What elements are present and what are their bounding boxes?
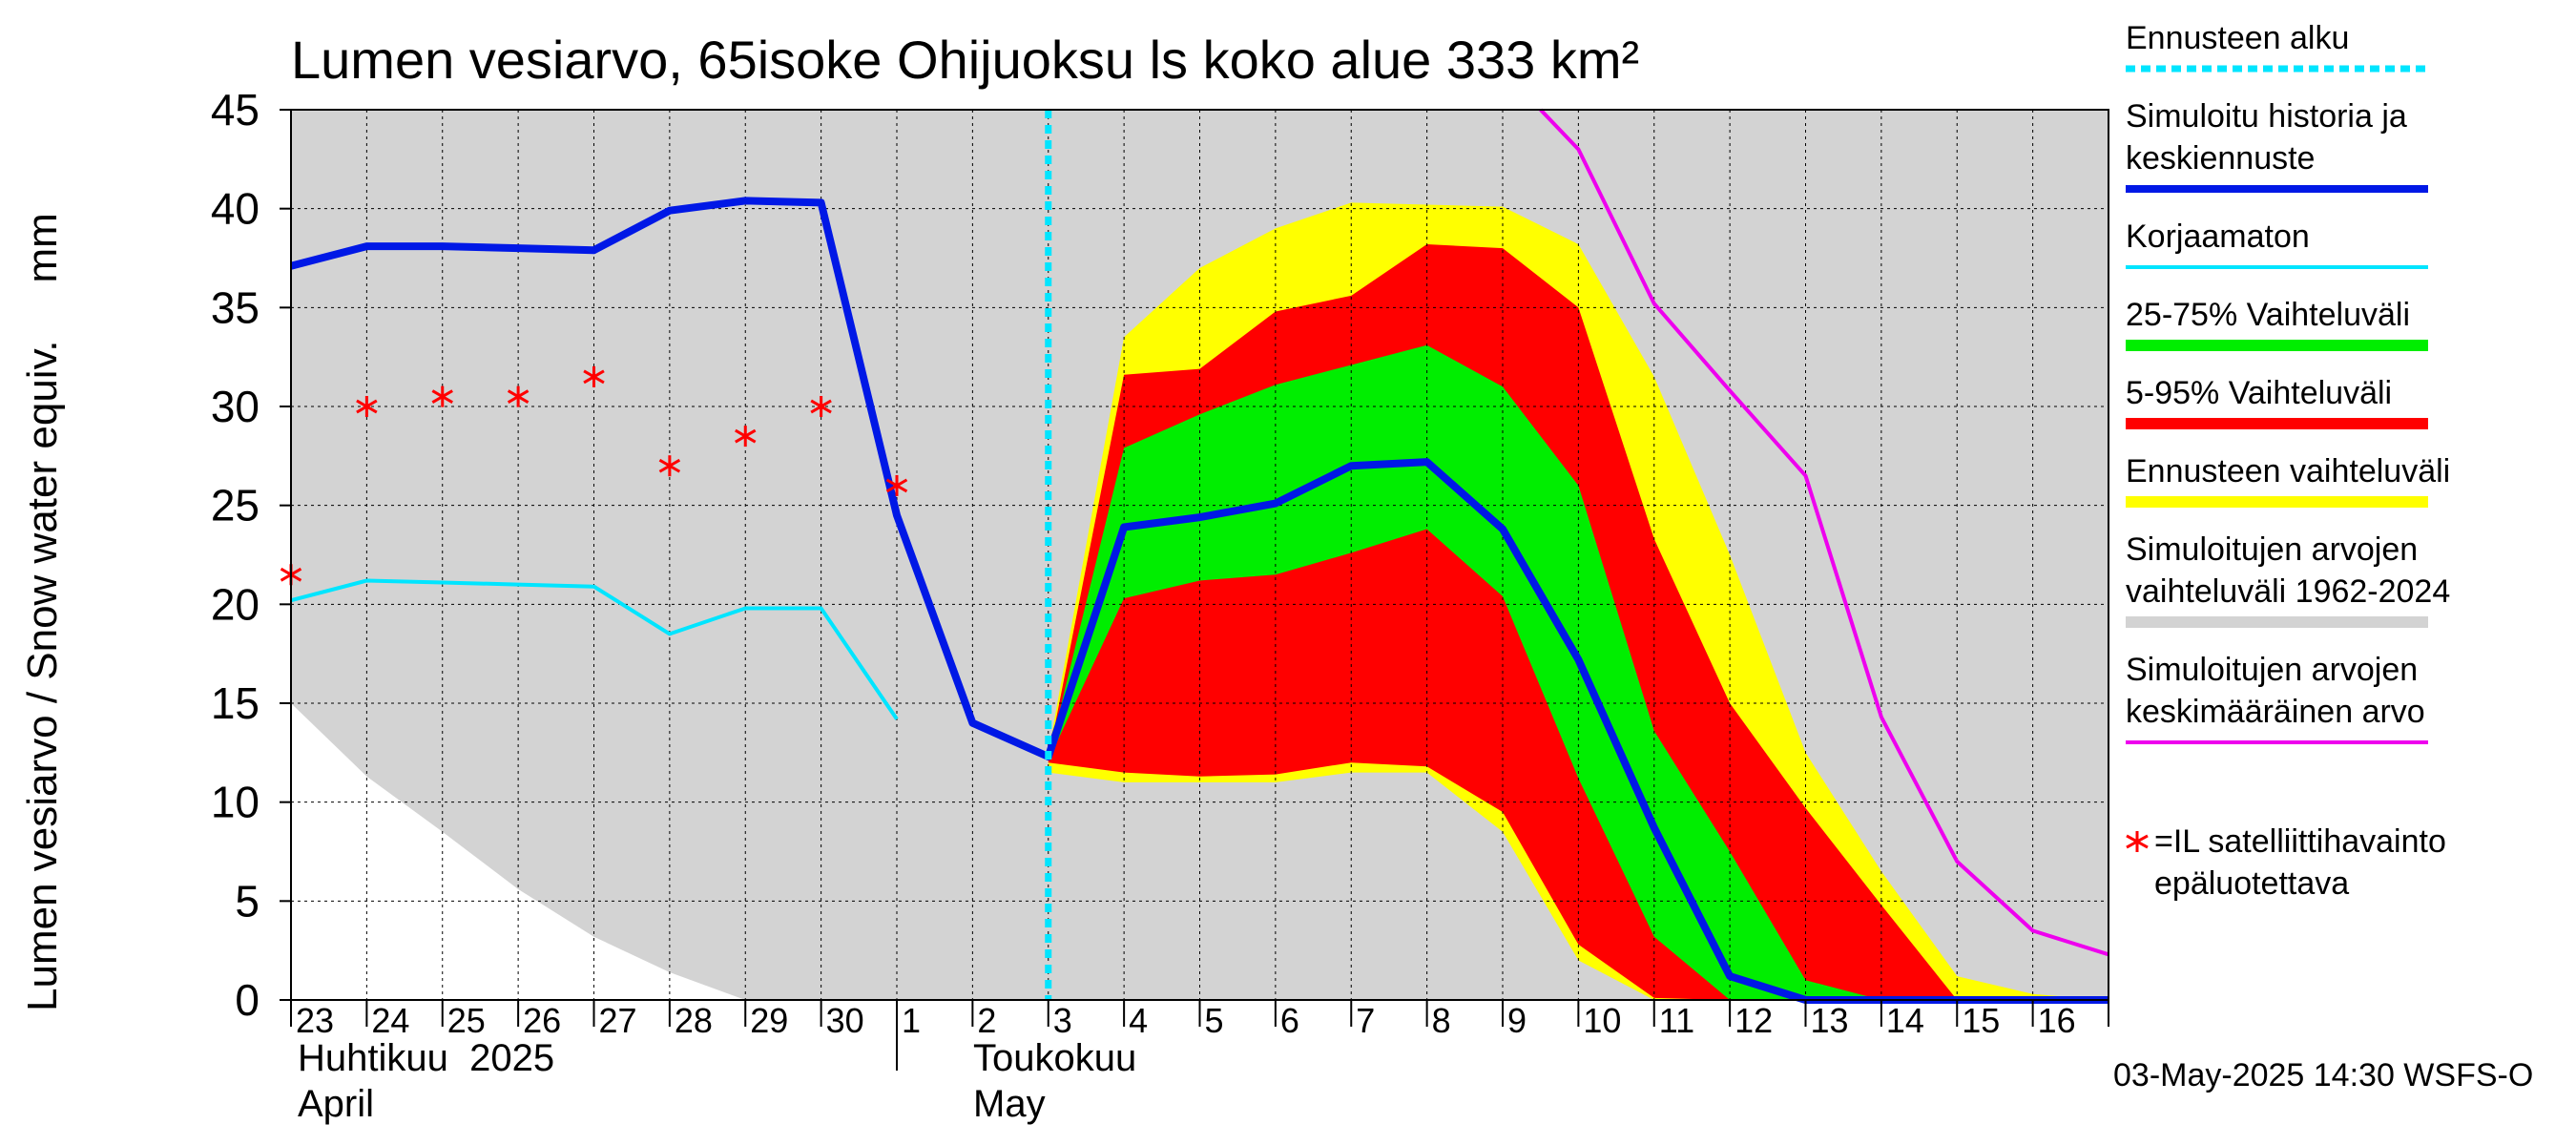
satellite-marker <box>735 426 757 448</box>
y-tick-label: 40 <box>211 184 260 234</box>
y-tick-label: 10 <box>211 778 260 827</box>
y-tick-label: 25 <box>211 481 260 531</box>
legend-label: Ennusteen alku <box>2126 20 2350 56</box>
month-label-may: Toukokuu May <box>973 1035 1136 1127</box>
y-tick-label: 35 <box>211 282 260 332</box>
legend-marker <box>2126 831 2149 852</box>
x-tick-label: 4 <box>1129 1001 1148 1040</box>
y-axis-unit: mm <box>19 213 66 283</box>
month-label-april-fi: Huhtikuu 2025 <box>298 1037 555 1079</box>
x-tick-label: 15 <box>1962 1001 2000 1040</box>
satellite-marker <box>356 396 378 417</box>
satellite-marker <box>885 474 908 496</box>
month-label-may-en: May <box>973 1083 1046 1125</box>
x-tick-label: 6 <box>1280 1001 1299 1040</box>
x-tick-label: 12 <box>1735 1001 1773 1040</box>
chart-title: Lumen vesiarvo, 65isoke Ohijuoksu ls kok… <box>291 30 1640 90</box>
legend-label: Ennusteen vaihteluväli <box>2126 453 2451 489</box>
month-label-may-fi: Toukokuu <box>973 1037 1137 1079</box>
satellite-marker <box>658 455 681 477</box>
legend-label: 5-95% Vaihteluväli <box>2126 375 2393 411</box>
satellite-marker <box>431 385 453 407</box>
x-tick-label: 8 <box>1432 1001 1451 1040</box>
month-label-april-en: April <box>298 1083 375 1125</box>
month-label-april: Huhtikuu 2025 April <box>298 1035 554 1127</box>
x-tick-label: 2 <box>977 1001 996 1040</box>
x-tick-label: 24 <box>371 1001 409 1040</box>
legend-label: Simuloitujen arvojen vaihteluväli 1962-2… <box>2126 531 2451 610</box>
y-tick-label: 15 <box>211 678 260 728</box>
y-tick-label: 0 <box>235 975 260 1025</box>
legend-label: 25-75% Vaihteluväli <box>2126 297 2410 333</box>
series-line-0 <box>1539 108 2109 957</box>
x-tick-label: 11 <box>1659 1001 1694 1040</box>
x-tick-label: 28 <box>675 1001 713 1040</box>
timestamp: 03-May-2025 14:30 WSFS-O <box>2113 1057 2534 1093</box>
legend-label: Korjaamaton <box>2126 219 2310 255</box>
y-tick-label: 5 <box>235 876 260 926</box>
x-tick-label: 3 <box>1053 1001 1072 1040</box>
x-tick-label: 13 <box>1811 1001 1849 1040</box>
x-tick-label: 5 <box>1205 1001 1224 1040</box>
x-tick-label: 30 <box>826 1001 864 1040</box>
x-tick-label: 26 <box>523 1001 561 1040</box>
x-tick-label: 16 <box>2038 1001 2076 1040</box>
satellite-marker <box>507 385 530 407</box>
y-tick-label: 45 <box>211 85 260 135</box>
grid-lines <box>291 110 2109 1000</box>
legend-label: Simuloitujen arvojen keskimääräinen arvo <box>2126 652 2425 730</box>
series-line-1 <box>290 578 899 720</box>
satellite-marker <box>583 365 605 387</box>
satellite-markers <box>280 365 908 586</box>
y-axis-label: Lumen vesiarvo / Snow water equiv. mm <box>19 57 67 1011</box>
legend-swatches <box>2126 65 2428 852</box>
x-tick-label: 27 <box>599 1001 637 1040</box>
legend-label: Simuloitu historia ja keskiennuste <box>2126 98 2407 177</box>
axes <box>280 109 2109 1071</box>
x-tick-label: 10 <box>1583 1001 1621 1040</box>
x-tick-label: 29 <box>750 1001 788 1040</box>
x-tick-label: 25 <box>447 1001 486 1040</box>
y-tick-label: 30 <box>211 382 260 431</box>
y-axis-title: Lumen vesiarvo / Snow water equiv. <box>19 340 66 1011</box>
y-tick-label: 20 <box>211 579 260 629</box>
satellite-marker <box>810 396 832 417</box>
x-tick-label: 23 <box>296 1001 334 1040</box>
x-tick-label: 14 <box>1886 1001 1924 1040</box>
x-tick-label: 7 <box>1356 1001 1375 1040</box>
x-tick-label: 9 <box>1507 1001 1527 1040</box>
legend-label: =IL satelliittihavainto epäluotettava <box>2154 823 2446 902</box>
x-tick-label: 1 <box>902 1001 921 1040</box>
